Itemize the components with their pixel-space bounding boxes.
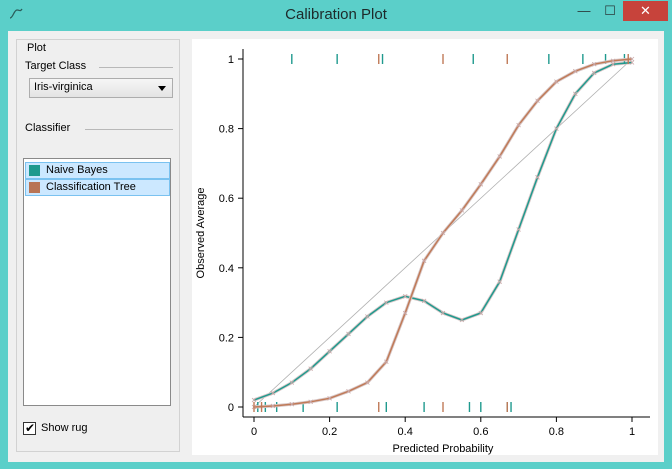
y-tick-label: 0.2: [219, 332, 234, 344]
series-point: [289, 380, 295, 385]
classifier-item-label: Classification Tree: [46, 181, 136, 193]
series-point: [516, 227, 521, 232]
show-rug-label: Show rug: [41, 422, 88, 434]
classifier-list[interactable]: Naive Bayes Classification Tree: [23, 158, 171, 406]
window-title: Calibration Plot: [285, 6, 387, 23]
series-point: [535, 175, 540, 180]
target-class-value: Iris-virginica: [34, 81, 93, 93]
classifier-label: Classifier: [25, 122, 71, 134]
x-tick-label: 0.4: [398, 426, 413, 438]
series-point: [554, 126, 559, 131]
title-bar[interactable]: Calibration Plot — ☐ ✕: [0, 0, 672, 31]
classifier-item-classification-tree[interactable]: Classification Tree: [25, 179, 170, 196]
series-point: [610, 61, 616, 67]
calibration-plot[interactable]: 0 0.2 0.4 0.6 0.8 1 0 0.2 0.4 0.6 0.8 1 Predicted Pr…: [192, 39, 658, 455]
series-point: [327, 349, 332, 354]
series-point: [308, 366, 313, 372]
close-button[interactable]: ✕: [623, 1, 668, 21]
y-tick-label: 0.8: [219, 124, 234, 136]
series-point: [440, 310, 446, 316]
minimize-button[interactable]: —: [577, 3, 591, 18]
series-point: [365, 314, 370, 319]
series-point: [327, 396, 332, 401]
series-point: [497, 279, 502, 285]
x-tick-label: 0.6: [473, 426, 488, 438]
y-tick-label: 0.4: [219, 263, 234, 275]
series-point: [478, 310, 484, 316]
y-tick-label: 0: [228, 402, 234, 414]
series-point: [251, 397, 257, 403]
checkmark-icon: ✔: [25, 421, 36, 435]
series-point: [610, 58, 616, 64]
series-point: [629, 56, 635, 62]
series-point: [270, 390, 276, 396]
chevron-down-icon: [158, 86, 166, 91]
x-tick-label: 0.8: [549, 426, 564, 438]
classifier-item-naive-bayes[interactable]: Naive Bayes: [25, 162, 170, 179]
y-tick-label: 0.6: [219, 193, 234, 205]
series-point: [554, 79, 559, 84]
series-point: [573, 91, 578, 97]
series-point: [478, 181, 484, 187]
tilde-line-icon: [9, 8, 23, 19]
series-point: [535, 98, 540, 104]
plot-options-panel: Plot Target Class Iris-virginica Classif…: [16, 39, 180, 452]
y-axis-label: Observed Average: [195, 188, 207, 279]
series-point: [402, 310, 408, 316]
series-point: [459, 317, 465, 323]
classifier-item-label: Naive Bayes: [46, 164, 108, 176]
series-point: [497, 154, 502, 159]
calibration-chart: 0 0.2 0.4 0.6 0.8 1 0 0.2 0.4 0.6 0.8 1 Predicted Pr…: [195, 49, 650, 455]
series-point: [308, 399, 313, 405]
color-swatch-icon: [29, 165, 40, 176]
series-point: [346, 389, 351, 394]
show-rug-checkbox[interactable]: ✔: [23, 421, 36, 435]
series-point: [365, 380, 370, 385]
series-point: [573, 68, 578, 74]
series-point: [270, 403, 276, 409]
target-class-combo[interactable]: Iris-virginica: [29, 78, 173, 98]
series-point: [402, 294, 408, 299]
x-tick-label: 0.2: [322, 426, 337, 438]
series-point: [384, 359, 389, 365]
x-tick-label: 1: [629, 426, 635, 438]
target-class-divider: [99, 67, 173, 68]
series-point: [591, 70, 597, 76]
x-tick-label: 0: [251, 426, 257, 438]
series-point: [346, 331, 351, 337]
series-point: [421, 258, 427, 264]
plot-group-title: Plot: [25, 42, 48, 54]
classifier-divider: [85, 129, 173, 130]
series-point: [384, 300, 389, 305]
series-point: [421, 298, 427, 304]
series-point: [289, 401, 295, 407]
series-point: [629, 60, 635, 65]
series-point: [440, 230, 446, 236]
client-area: Plot Target Class Iris-virginica Classif…: [8, 31, 664, 462]
series-point: [516, 122, 521, 128]
series-point: [459, 208, 465, 213]
maximize-button[interactable]: ☐: [604, 3, 616, 18]
series-point: [591, 61, 597, 67]
x-axis-label: Predicted Probability: [393, 443, 494, 455]
color-swatch-icon: [29, 182, 40, 193]
y-tick-label: 1: [228, 54, 234, 66]
target-class-label: Target Class: [25, 60, 87, 72]
